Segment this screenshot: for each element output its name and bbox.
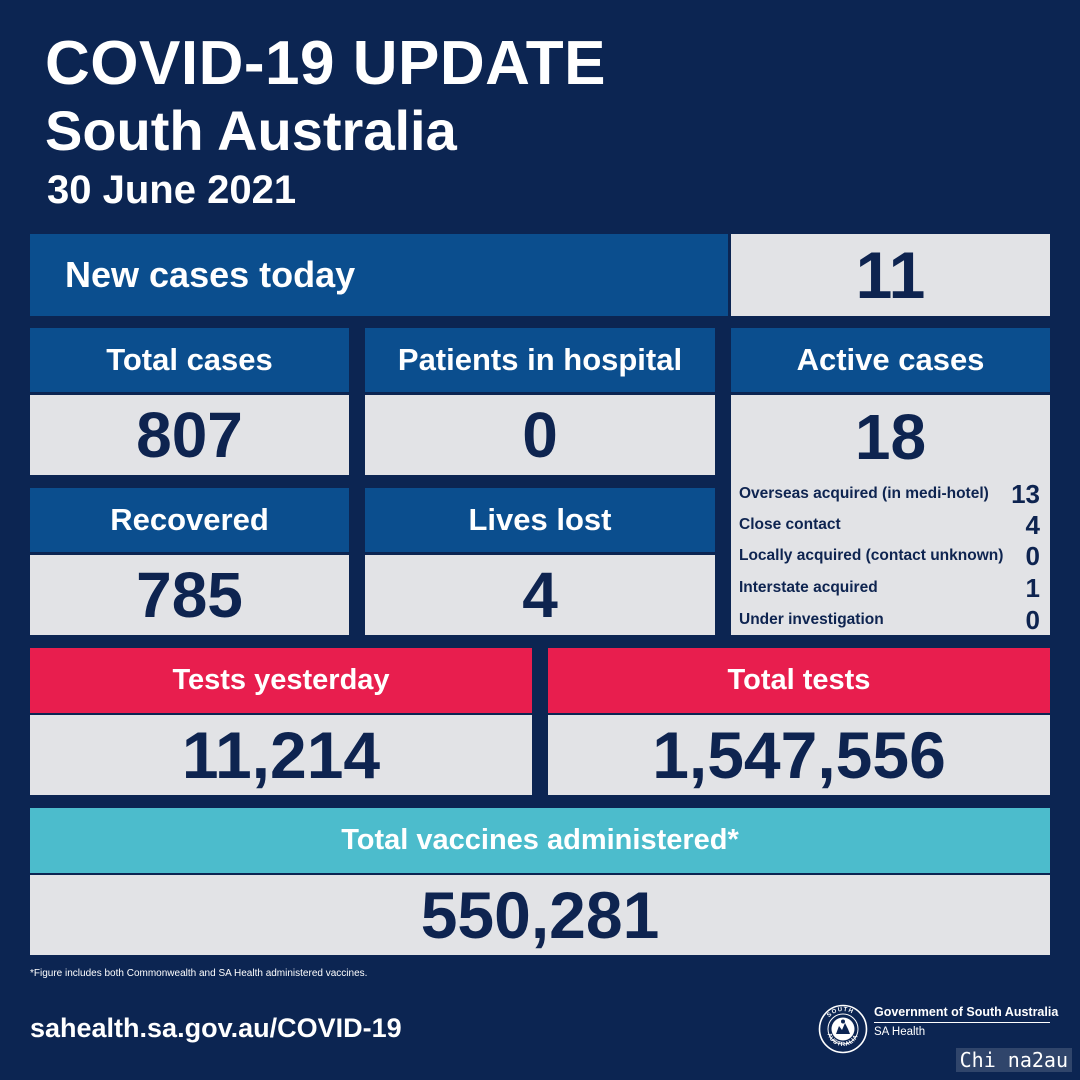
breakdown-label: Locally acquired (contact unknown) xyxy=(739,547,1004,564)
lives-lost-value: 4 xyxy=(365,555,715,635)
active-cases-value: 18 xyxy=(731,395,1050,478)
website-link[interactable]: sahealth.sa.gov.au/COVID-19 xyxy=(30,1013,402,1043)
lives-lost-label: Lives lost xyxy=(365,488,715,552)
region-subtitle: South Australia xyxy=(45,99,457,162)
active-cases-label: Active cases xyxy=(731,328,1050,392)
breakdown-value: 0 xyxy=(1025,540,1040,571)
active-cases-breakdown: Overseas acquired (in medi-hotel) 13 Clo… xyxy=(731,478,1050,635)
total-cases-label: Total cases xyxy=(30,328,349,392)
breakdown-value: 13 xyxy=(1011,478,1040,509)
breakdown-row-locally-acquired: Locally acquired (contact unknown) 0 xyxy=(731,540,1050,572)
total-tests-label: Total tests xyxy=(548,648,1050,713)
footnote: *Figure includes both Commonwealth and S… xyxy=(30,968,368,979)
recovered-value: 785 xyxy=(30,555,349,635)
patients-in-hospital-value: 0 xyxy=(365,395,715,475)
government-department: SA Health xyxy=(874,1026,926,1038)
update-date: 30 June 2021 xyxy=(47,168,297,212)
breakdown-label: Close contact xyxy=(739,516,841,533)
tests-yesterday-value: 11,214 xyxy=(30,715,532,795)
patients-in-hospital-label: Patients in hospital xyxy=(365,328,715,392)
new-cases-label: New cases today xyxy=(30,234,728,316)
government-name: Government of South Australia xyxy=(874,1005,1059,1019)
vaccines-label: Total vaccines administered* xyxy=(30,808,1050,873)
breakdown-row-close-contact: Close contact 4 xyxy=(731,509,1050,541)
breakdown-value: 4 xyxy=(1025,509,1040,540)
new-cases-value: 11 xyxy=(731,234,1050,316)
total-cases-value: 807 xyxy=(30,395,349,475)
vaccines-value: 550,281 xyxy=(30,875,1050,955)
breakdown-value: 1 xyxy=(1025,572,1040,603)
page-title: COVID-19 UPDATE xyxy=(45,29,606,98)
tests-yesterday-label: Tests yesterday xyxy=(30,648,532,713)
breakdown-label: Interstate acquired xyxy=(739,579,878,596)
breakdown-label: Under investigation xyxy=(739,611,884,628)
breakdown-value: 0 xyxy=(1025,604,1040,635)
recovered-label: Recovered xyxy=(30,488,349,552)
south-australia-seal-icon: SOUTH AUSTRALIA xyxy=(818,1004,868,1054)
breakdown-row-under-investigation: Under investigation 0 xyxy=(731,604,1050,636)
breakdown-row-interstate: Interstate acquired 1 xyxy=(731,572,1050,604)
total-tests-value: 1,547,556 xyxy=(548,715,1050,795)
government-divider xyxy=(874,1022,1050,1023)
breakdown-row-overseas: Overseas acquired (in medi-hotel) 13 xyxy=(731,478,1050,510)
breakdown-label: Overseas acquired (in medi-hotel) xyxy=(739,485,989,502)
watermark: Chi na2au xyxy=(955,1048,1072,1072)
